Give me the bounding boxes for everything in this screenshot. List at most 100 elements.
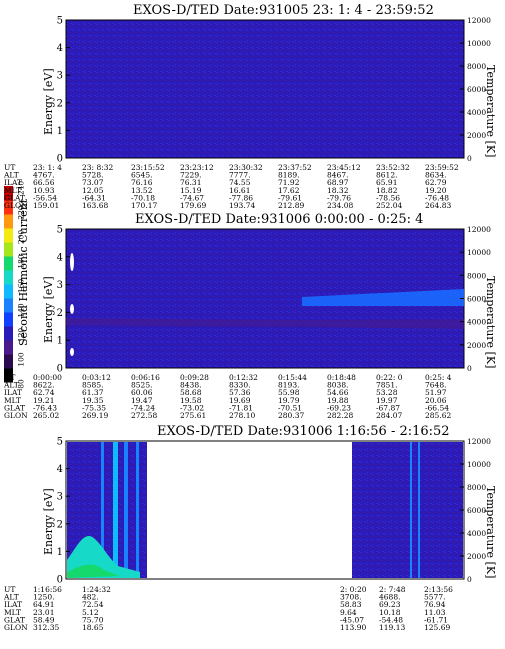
ephemeris-cell: 60.06 <box>131 388 153 397</box>
ephemeris-cell: -64.31 <box>82 193 106 202</box>
panel-3-low-energy-core <box>67 564 120 578</box>
ephemeris-cell: 18.65 <box>82 623 104 632</box>
y-right-tick-label: 2000 <box>467 552 486 561</box>
y-right-tick-label: 4000 <box>467 108 486 117</box>
ephemeris-row-label: GLON <box>4 201 28 210</box>
colorbar-band <box>4 186 13 201</box>
ephemeris-cell: 23:45:12 <box>327 163 361 172</box>
colorbar-ticks: 80 100 120 140 160 180 200 220 240 <box>17 181 26 389</box>
panel-2-title: EXOS-D/TED Date:931006 0:00:00 - 0:25: 4 <box>135 212 423 227</box>
colorbar-tick-label: 240 <box>17 181 26 196</box>
ephemeris-cell: 113.90 <box>340 623 366 632</box>
ephemeris-cell: 19.35 <box>82 396 104 405</box>
ephemeris-row-label: UT <box>4 585 15 594</box>
ephemeris-row-label: ALT <box>3 593 19 602</box>
ephemeris-cell: 0:09:28 <box>180 373 209 382</box>
ephemeris-cell: -54.48 <box>379 615 403 624</box>
colorbar: Second Harmonic Current 80 100 120 140 160 18… <box>4 181 30 389</box>
y-right-tick-label: 8000 <box>467 271 486 280</box>
ephemeris-cell: 58.68 <box>180 388 202 397</box>
ephemeris-row-label: ALT <box>3 381 19 390</box>
ephemeris-cell: 76.94 <box>424 600 446 609</box>
y-right-tick-label: 6000 <box>467 506 486 515</box>
y-tick-label: 1 <box>57 336 63 347</box>
colorbar-band <box>4 340 13 355</box>
panel-1: EXOS-D/TED Date:931005 23: 1: 4 - 23:59:… <box>3 3 497 210</box>
ephemeris-cell: 15.19 <box>180 186 202 195</box>
y-tick-label: 2 <box>57 98 63 109</box>
ephemeris-row-label: GLON <box>4 411 28 420</box>
ephemeris-cell: 8438. <box>180 381 201 390</box>
y-tick-label: 3 <box>57 492 63 503</box>
ephemeris-cell: 7229. <box>180 171 201 180</box>
y-tick-label: 3 <box>57 71 63 82</box>
ephemeris-cell: 71.92 <box>278 178 300 187</box>
y-tick-label: 0 <box>57 154 63 165</box>
ephemeris-cell: 73.07 <box>82 178 104 187</box>
y-tick-label: 1 <box>57 126 63 137</box>
panel-2-ylabel-right: Temperature [K] <box>484 276 497 368</box>
panel-3-ylabel-right: Temperature [K] <box>484 486 497 578</box>
ephemeris-cell: 5728. <box>82 171 103 180</box>
ephemeris-cell: 193.74 <box>229 201 255 210</box>
colorbar-band <box>4 368 13 383</box>
colorbar-tick-label: 100 <box>17 352 26 367</box>
ephemeris-cell: -69.23 <box>327 403 351 412</box>
ephemeris-cell: 23:52:32 <box>376 163 410 172</box>
ephemeris-cell: 8330. <box>229 381 250 390</box>
ephemeris-cell: 0:15:44 <box>278 373 307 382</box>
ephemeris-cell: 8634. <box>425 171 446 180</box>
ephemeris-cell: 68.97 <box>327 178 349 187</box>
ephemeris-cell: -73.02 <box>180 403 204 412</box>
ephemeris-cell: 75.70 <box>82 615 104 624</box>
panel-1-plot-area <box>65 19 465 159</box>
ephemeris-cell: 76.31 <box>180 178 201 187</box>
y-right-tick-label: 6000 <box>467 295 486 304</box>
ephemeris-cell: 8189. <box>278 171 299 180</box>
ephemeris-cell: 0:18:48 <box>327 373 356 382</box>
ephemeris-cell: 19.58 <box>180 396 202 405</box>
y-tick-label: 4 <box>57 43 63 54</box>
ephemeris-cell: 3708. <box>340 593 361 602</box>
colorbar-tick-label: 80 <box>17 379 26 389</box>
y-tick-label: 5 <box>57 225 63 236</box>
ephemeris-row-label: ALT <box>3 171 19 180</box>
ephemeris-cell: 170.17 <box>131 201 157 210</box>
ephemeris-cell: -76.48 <box>425 193 449 202</box>
panel-3: EXOS-D/TED Date:931006 1:16:56 - 2:16:52… <box>3 424 497 632</box>
ephemeris-cell: 265.02 <box>33 411 59 420</box>
colorbar-band <box>4 312 13 327</box>
ephemeris-cell: 8622. <box>33 381 54 390</box>
ephemeris-cell: 1:16:56 <box>33 585 62 594</box>
ephemeris-cell: 53.28 <box>376 388 398 397</box>
ephemeris-cell: -71.81 <box>229 403 253 412</box>
ephemeris-cell: 5577. <box>424 593 445 602</box>
panel-2-blob <box>70 348 74 356</box>
y-right-tick-label: 8000 <box>467 483 486 492</box>
colorbar-band <box>4 214 13 229</box>
panel-1-title: EXOS-D/TED Date:931005 23: 1: 4 - 23:59:… <box>133 3 434 18</box>
ephemeris-cell: 18.32 <box>327 186 349 195</box>
ephemeris-cell: 51.97 <box>425 388 447 397</box>
colorbar-tick-label: 120 <box>17 328 26 343</box>
panel-2-ephemeris: UTALTILATMLTGLATGLON0:00:008622.62.7419.… <box>3 373 452 420</box>
ephemeris-cell: 163.68 <box>82 201 108 210</box>
ephemeris-cell: 10.18 <box>379 608 401 617</box>
ephemeris-cell: 125.69 <box>424 623 450 632</box>
y-tick-label: 5 <box>57 16 63 27</box>
ephemeris-cell: 58.83 <box>340 600 362 609</box>
ephemeris-cell: 0:06:16 <box>131 373 160 382</box>
ephemeris-cell: 1250. <box>33 593 54 602</box>
ephemeris-cell: 0:22: 0 <box>376 373 403 382</box>
ephemeris-cell: 65.91 <box>376 178 397 187</box>
ephemeris-cell: 272.58 <box>131 411 157 420</box>
ephemeris-cell: 23:23:12 <box>180 163 214 172</box>
ephemeris-cell: 23.01 <box>33 608 54 617</box>
ephemeris-cell: 280.37 <box>278 411 304 420</box>
y-right-tick-label: 8000 <box>467 62 486 71</box>
ephemeris-cell: 62.74 <box>33 388 55 397</box>
ephemeris-cell: 284.07 <box>376 411 402 420</box>
panel-2: EXOS-D/TED Date:931006 0:00:00 - 0:25: 4… <box>3 212 497 420</box>
